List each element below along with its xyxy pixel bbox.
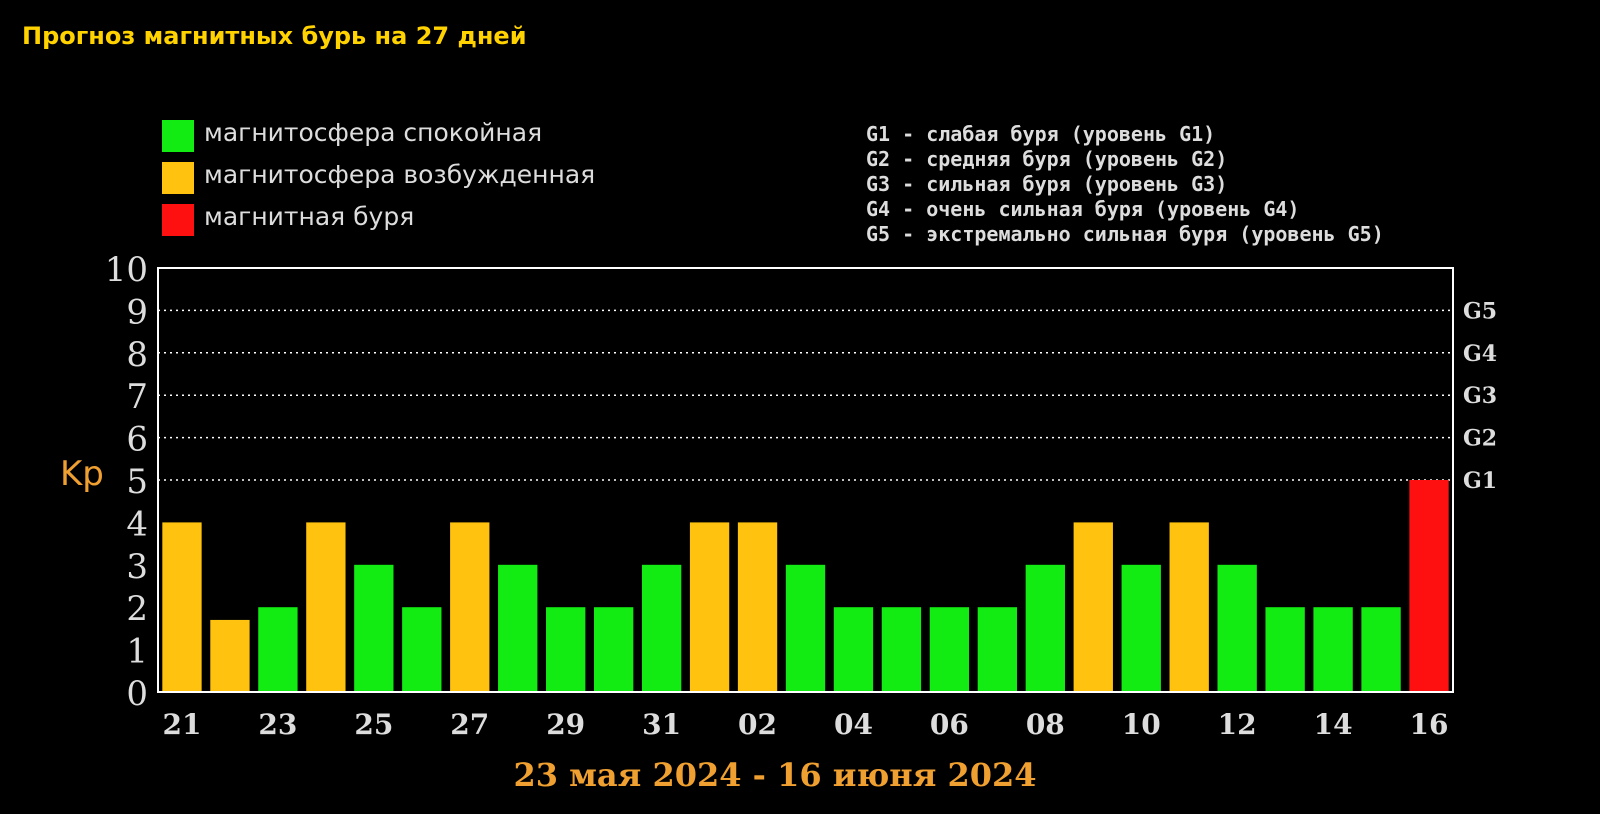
bar-27 xyxy=(1409,480,1449,692)
bar-6 xyxy=(402,607,442,692)
y-axis-label: Kp xyxy=(60,454,104,494)
chart-title: Прогноз магнитных бурь на 27 дней xyxy=(22,22,527,50)
storm-level-g4: G4 - очень сильная буря (уровень G4) xyxy=(866,197,1300,221)
y-tick-label-6: 6 xyxy=(126,420,148,460)
x-tick-label-12: 12 xyxy=(1218,708,1257,741)
bar-4 xyxy=(306,522,346,692)
bar-26 xyxy=(1361,607,1401,692)
bar-15 xyxy=(833,607,874,692)
bar-8 xyxy=(498,564,538,692)
x-tick-label-04: 04 xyxy=(834,708,873,741)
y-tick-label-7: 7 xyxy=(126,377,148,417)
storm-level-g5: G5 - экстремально сильная буря (уровень … xyxy=(866,222,1384,246)
bar-18 xyxy=(977,607,1018,692)
bar-22 xyxy=(1169,522,1209,692)
storm-level-g2: G2 - средняя буря (уровень G2) xyxy=(866,147,1228,171)
bar-9 xyxy=(546,607,586,692)
x-tick-label-14: 14 xyxy=(1314,708,1353,741)
storm-level-legend: G1 - слабая буря (уровень G1) G2 - средн… xyxy=(866,122,1384,247)
bar-17 xyxy=(929,607,970,692)
right-axis-label-g4: G4 xyxy=(1463,341,1497,367)
x-tick-label-02: 02 xyxy=(738,708,777,741)
y-tick-label-0: 0 xyxy=(126,674,148,714)
x-tick-label-10: 10 xyxy=(1122,708,1161,741)
bar-7 xyxy=(450,522,490,692)
y-tick-label-1: 1 xyxy=(126,632,148,672)
storm-level-g1: G1 - слабая буря (уровень G1) xyxy=(866,122,1216,146)
right-axis-label-g5: G5 xyxy=(1463,298,1497,324)
right-axis-label-g3: G3 xyxy=(1463,383,1497,409)
y-tick-label-8: 8 xyxy=(126,335,148,375)
legend-swatch-calm xyxy=(162,120,194,152)
bar-5 xyxy=(354,564,394,692)
plot-frame xyxy=(157,267,1454,693)
right-axis-label-g2: G2 xyxy=(1463,426,1497,452)
y-tick-label-2: 2 xyxy=(126,589,148,629)
bar-13 xyxy=(737,522,778,692)
bar-2 xyxy=(210,619,250,692)
x-tick-label-25: 25 xyxy=(354,708,393,741)
legend-swatch-storm xyxy=(162,204,194,236)
x-tick-label-27: 27 xyxy=(450,708,489,741)
y-tick-label-3: 3 xyxy=(126,547,148,587)
bar-3 xyxy=(258,607,298,692)
y-tick-label-9: 9 xyxy=(126,292,148,332)
legend-swatch-excited xyxy=(162,162,194,194)
storm-level-g3: G3 - сильная буря (уровень G3) xyxy=(866,172,1228,196)
x-tick-label-08: 08 xyxy=(1026,708,1065,741)
bar-11 xyxy=(641,564,682,692)
y-tick-label-4: 4 xyxy=(126,504,148,544)
legend-label-storm: магнитная буря xyxy=(204,202,415,231)
legend-label-calm: магнитосфера спокойная xyxy=(204,118,543,147)
bar-14 xyxy=(785,564,826,692)
x-tick-label-31: 31 xyxy=(642,708,681,741)
bar-25 xyxy=(1313,607,1353,692)
y-tick-label-10: 10 xyxy=(105,250,148,290)
bar-10 xyxy=(593,607,634,692)
x-tick-label-29: 29 xyxy=(546,708,585,741)
bar-20 xyxy=(1073,522,1113,692)
x-tick-label-16: 16 xyxy=(1410,708,1449,741)
date-range: 23 мая 2024 - 16 июня 2024 xyxy=(513,756,1037,794)
bar-12 xyxy=(689,522,730,692)
bar-24 xyxy=(1265,607,1305,692)
legend-label-excited: магнитосфера возбужденная xyxy=(204,160,596,189)
x-tick-label-06: 06 xyxy=(930,708,969,741)
bar-19 xyxy=(1025,564,1065,692)
y-tick-label-5: 5 xyxy=(126,462,148,502)
bar-21 xyxy=(1121,564,1161,692)
bar-1 xyxy=(162,522,202,692)
x-tick-label-23: 23 xyxy=(258,708,297,741)
bar-16 xyxy=(881,607,922,692)
right-axis-label-g1: G1 xyxy=(1463,468,1497,494)
bar-23 xyxy=(1217,564,1257,692)
x-tick-label-21: 21 xyxy=(162,708,201,741)
